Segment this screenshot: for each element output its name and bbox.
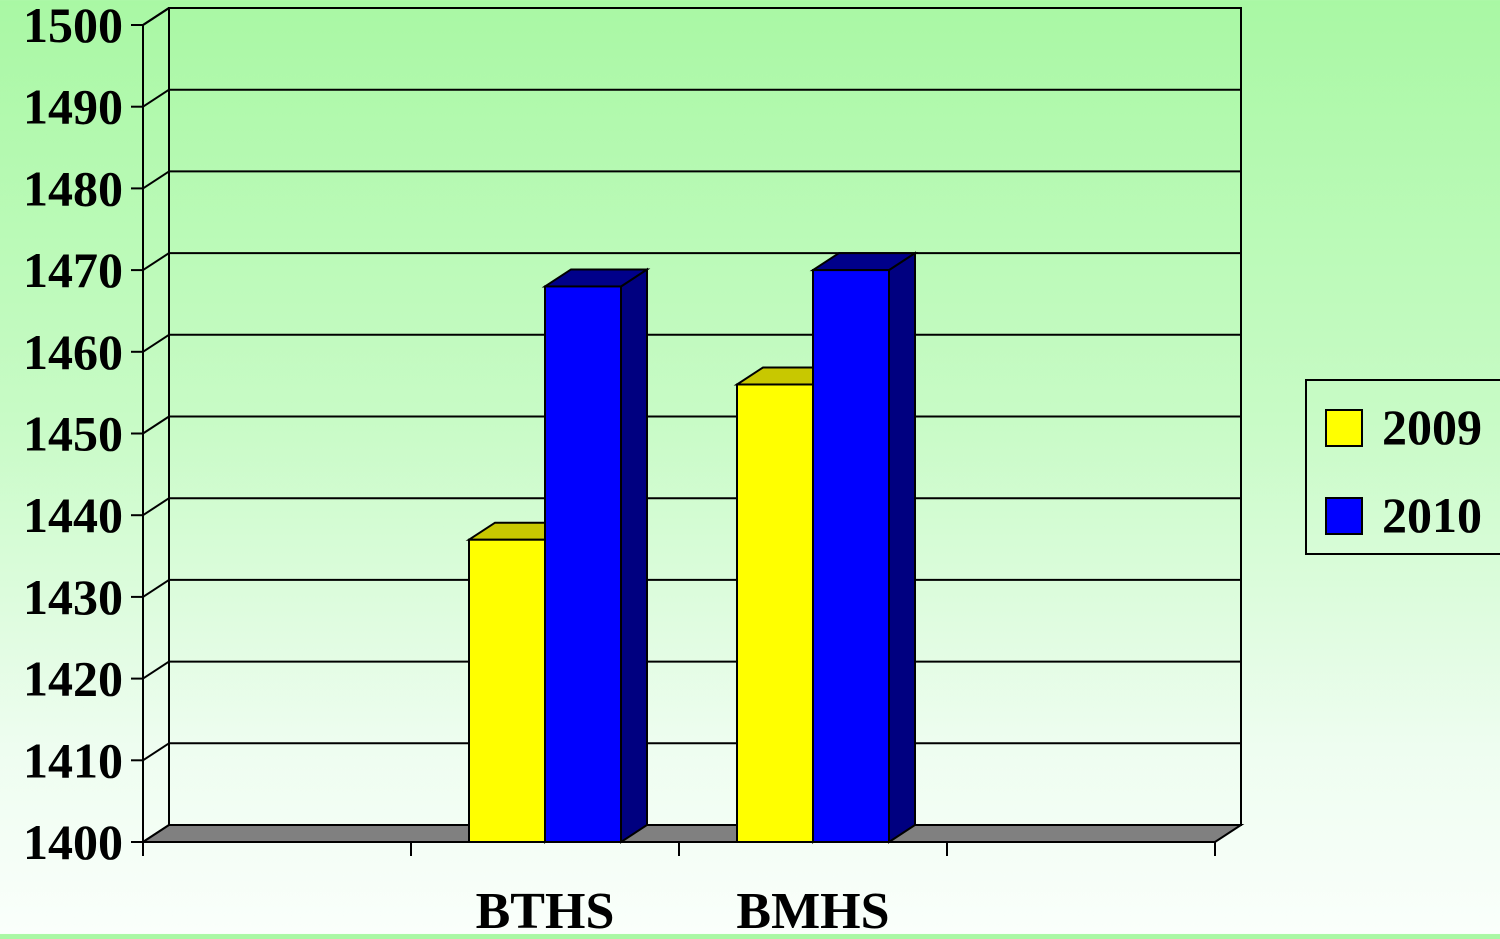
bar	[468, 538, 546, 844]
y-tick-label: 1460	[23, 324, 123, 380]
gridline-diagonal	[142, 170, 170, 190]
gridline-diagonal	[142, 497, 170, 517]
gridline-diagonal	[142, 579, 170, 598]
legend-swatch	[1325, 497, 1363, 535]
y-tick-label: 1400	[23, 814, 123, 870]
y-tick-label: 1490	[23, 79, 123, 135]
bar-bmhs-2010	[809, 251, 919, 844]
y-tick-label: 1480	[23, 160, 123, 216]
y-tick-label: 1500	[23, 0, 123, 53]
axes	[131, 24, 1216, 856]
gridline-diagonal	[142, 415, 170, 435]
gridlines	[142, 7, 1241, 843]
legend-label: 2009	[1382, 399, 1482, 455]
bar-side	[620, 267, 648, 844]
y-tick-label: 1420	[23, 651, 123, 707]
legend-label: 2010	[1382, 487, 1482, 543]
legend: 2009 2010	[1305, 379, 1500, 555]
y-tick-label: 1470	[23, 242, 123, 298]
legend-swatch	[1325, 409, 1363, 447]
bar	[736, 383, 814, 843]
gridline-diagonal	[142, 660, 170, 680]
bars	[465, 251, 919, 844]
gridline-diagonal	[142, 742, 170, 762]
gridline-diagonal	[142, 7, 170, 26]
y-tick-labels: 1400 1410 1420 1430 1440 1450 1460 1470 1480 1490…	[23, 0, 123, 870]
y-tick-label: 1430	[23, 569, 123, 625]
legend-box	[1305, 379, 1500, 555]
gridline-diagonal	[142, 252, 170, 271]
x-tick-label: BMHS	[736, 883, 889, 934]
x-tick-label: BTHS	[476, 883, 615, 934]
bar	[544, 285, 622, 843]
y-tick-label: 1450	[23, 406, 123, 462]
y-tick-label: 1410	[23, 732, 123, 788]
gridline-diagonal	[142, 88, 170, 108]
floor	[139, 824, 1245, 843]
y-tick-label: 1440	[23, 487, 123, 543]
gridline-diagonal	[142, 333, 170, 353]
x-tick-labels: BTHS BMHS	[476, 883, 890, 939]
chart-floor	[139, 824, 1245, 843]
bar	[812, 269, 890, 844]
bar-side	[888, 251, 916, 844]
bar-bths-2010	[541, 267, 651, 844]
